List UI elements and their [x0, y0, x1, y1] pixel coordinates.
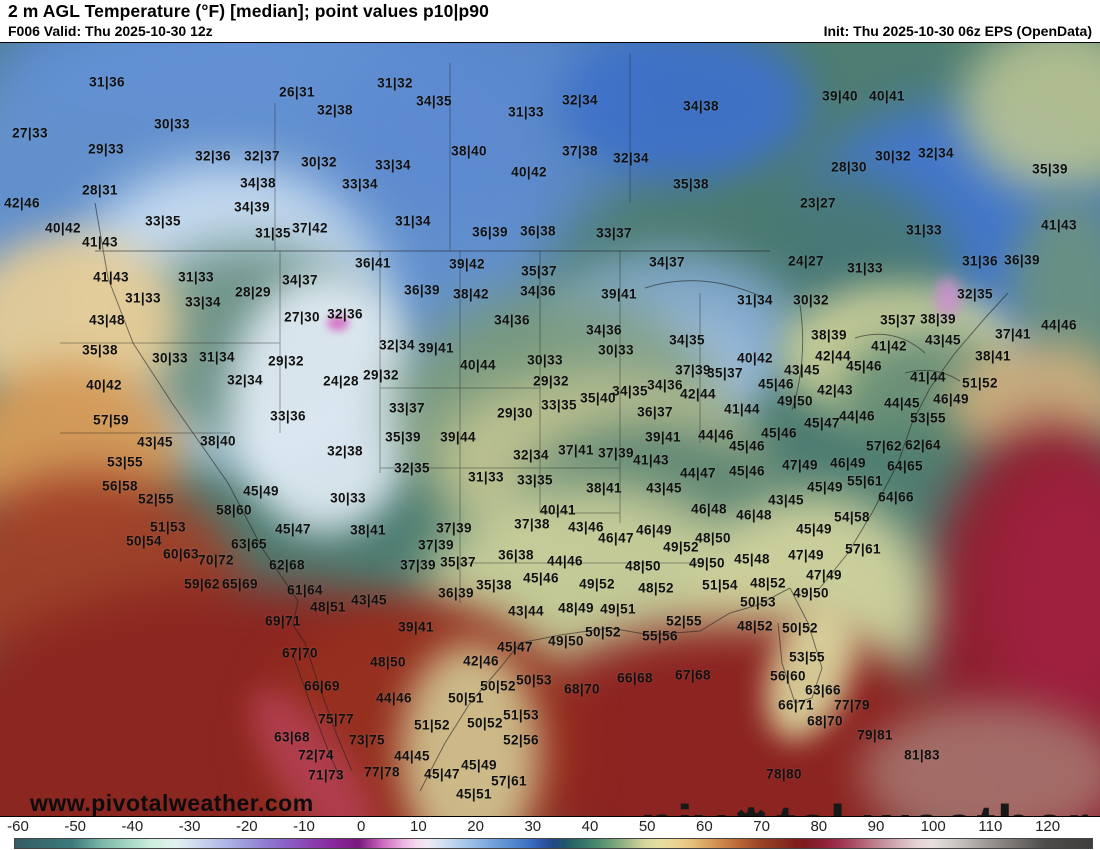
colorbar-tick: -30: [178, 818, 201, 835]
valid-time-label: F006 Valid: Thu 2025-10-30 12z: [8, 23, 213, 39]
temperature-map: piv⚙tal weather: [0, 42, 1100, 817]
colorbar-tick: 40: [581, 818, 599, 835]
colorbar-tick: 20: [467, 818, 484, 835]
colorbar-tick: -10: [293, 818, 315, 835]
website-watermark: www.pivotalweather.com: [30, 790, 314, 816]
colorbar-area: -60 -50 -40 -30 -20 -10 0 10 20 30 40 50 60 70 80 90 100…: [0, 817, 1100, 850]
colorbar-tick: 60: [696, 818, 713, 835]
colorbar-tick: -40: [121, 818, 144, 835]
field-blob: [327, 315, 349, 331]
field-blob: [230, 273, 420, 533]
colorbar-tick: 90: [867, 818, 885, 835]
field-blob: [400, 643, 540, 816]
colorbar-tick: -60: [7, 818, 29, 835]
field-blob: [560, 43, 810, 183]
colorbar-tick: 110: [978, 818, 1003, 835]
gear-icon: ⚙: [727, 800, 776, 816]
colorbar-tick: 50: [638, 818, 656, 835]
colorbar-tick: 70: [753, 818, 770, 835]
colorbar-tick: -50: [64, 818, 87, 835]
colorbar-tick: 80: [810, 818, 828, 835]
header: 2 m AGL Temperature (°F) [median]; point…: [0, 0, 1100, 42]
field-blob: [860, 703, 1100, 816]
colorbar-tick: -20: [235, 818, 258, 835]
colorbar-tick: 120: [1035, 818, 1061, 835]
map-title: 2 m AGL Temperature (°F) [median]; point…: [8, 1, 489, 21]
colorbar-scale: [14, 838, 1093, 849]
colorbar-tick: 0: [357, 818, 366, 835]
colorbar-tick: 100: [920, 818, 946, 835]
colorbar-tick: 30: [524, 818, 542, 835]
state-borders: [60, 53, 1009, 792]
colorbar-tick-labels: -60 -50 -40 -30 -20 -10 0 10 20 30 40 50 60 70 80 90 100…: [0, 817, 1100, 837]
colorbar-tick: 10: [410, 818, 427, 835]
pivotal-weather-watermark: piv⚙tal weather: [640, 798, 1090, 817]
field-blob: [935, 278, 961, 318]
init-time-label: Init: Thu 2025-10-30 06z EPS (OpenData): [823, 23, 1092, 39]
